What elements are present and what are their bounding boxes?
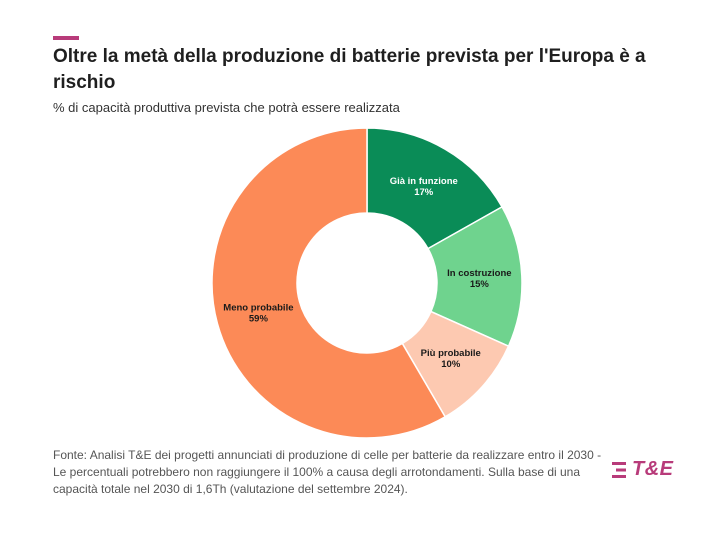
slice-label-2: Più probabile (421, 348, 481, 359)
slice-value-3: 59% (249, 313, 269, 324)
title-accent-bar (53, 36, 79, 40)
slice-value-0: 17% (414, 187, 434, 198)
source-note: Fonte: Analisi T&E dei progetti annuncia… (53, 448, 602, 496)
slice-label-3: Meno probabile (223, 302, 293, 313)
slice-value-2: 10% (441, 359, 461, 370)
logo-text: T&E (632, 458, 674, 480)
chart-subtitle: % di capacità produttiva prevista che po… (53, 100, 400, 115)
slice-label-1: In costruzione (447, 268, 511, 279)
slice-3 (211, 127, 447, 439)
slice-label-0: Già in funzione (390, 176, 458, 187)
chart-title: Oltre la metà della produzione di batter… (53, 46, 646, 93)
slice-value-1: 15% (470, 279, 490, 290)
slice-0 (366, 127, 504, 250)
te-logo: T&E (612, 458, 674, 481)
logo-stripes-icon (612, 461, 626, 478)
